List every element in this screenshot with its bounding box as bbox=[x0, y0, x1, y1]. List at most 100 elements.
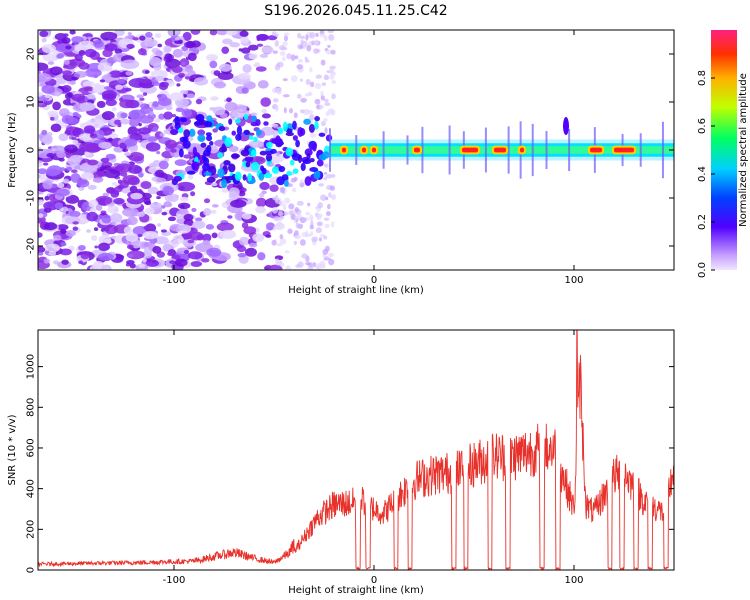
noise-blob bbox=[47, 61, 55, 65]
noise-blob bbox=[282, 78, 288, 82]
transition-blob bbox=[277, 138, 283, 145]
noise-blob bbox=[45, 243, 61, 253]
noise-blob bbox=[38, 174, 41, 179]
noise-blob bbox=[38, 162, 44, 168]
noise-blob bbox=[172, 48, 184, 58]
noise-blob bbox=[38, 168, 48, 175]
noise-blob bbox=[323, 74, 329, 81]
noise-blob bbox=[325, 111, 330, 117]
noise-blob bbox=[328, 34, 335, 41]
noise-blob bbox=[100, 31, 118, 41]
noise-blob bbox=[38, 245, 46, 254]
noise-blob bbox=[140, 103, 149, 110]
noise-blob bbox=[158, 70, 168, 79]
noise-blob bbox=[309, 132, 317, 138]
transition-blob bbox=[198, 118, 205, 126]
noise-blob bbox=[60, 228, 67, 235]
transition-blob bbox=[245, 161, 251, 168]
noise-blob bbox=[50, 116, 55, 121]
noise-blob bbox=[66, 166, 73, 172]
noise-blob bbox=[101, 214, 112, 224]
spectrogram-ytick-label: -10 bbox=[26, 190, 37, 206]
noise-blob bbox=[187, 52, 197, 62]
noise-blob bbox=[306, 267, 314, 270]
noise-blob bbox=[244, 247, 257, 257]
noise-blob bbox=[110, 213, 123, 223]
noise-blob bbox=[248, 140, 264, 148]
noise-blob bbox=[305, 211, 311, 216]
noise-blob bbox=[229, 41, 240, 48]
noise-blob bbox=[315, 227, 323, 234]
noise-blob bbox=[159, 81, 169, 88]
transition-blob bbox=[313, 169, 321, 180]
transition-blob bbox=[243, 113, 249, 121]
noise-blob bbox=[294, 55, 299, 60]
noise-blob bbox=[47, 110, 59, 117]
noise-blob bbox=[171, 254, 181, 260]
noise-blob bbox=[248, 41, 252, 45]
transition-blob bbox=[306, 153, 311, 161]
noise-blob bbox=[269, 184, 279, 192]
noise-blob bbox=[315, 262, 322, 270]
transition-blob bbox=[292, 135, 298, 141]
noise-blob bbox=[299, 45, 303, 49]
transition-blob bbox=[251, 149, 257, 158]
transition-blob bbox=[209, 141, 214, 146]
noise-blob bbox=[145, 31, 153, 38]
noise-blob bbox=[280, 262, 285, 268]
noise-blob bbox=[182, 31, 192, 41]
peak-segment bbox=[362, 147, 366, 153]
noise-blob bbox=[322, 117, 328, 122]
transition-blob bbox=[226, 175, 236, 181]
noise-blob bbox=[252, 233, 265, 243]
noise-blob bbox=[328, 192, 332, 198]
noise-blob bbox=[277, 211, 284, 217]
noise-blob bbox=[82, 80, 95, 88]
snr-ytick-label: 800 bbox=[26, 398, 37, 417]
noise-blob bbox=[79, 102, 95, 112]
noise-blob bbox=[107, 205, 119, 214]
noise-blob bbox=[126, 259, 135, 265]
noise-blob bbox=[69, 210, 81, 218]
noise-blob bbox=[38, 172, 48, 181]
transition-blob bbox=[263, 121, 269, 126]
noise-blob bbox=[216, 222, 234, 232]
transition-blob bbox=[200, 142, 207, 148]
transition-blob bbox=[286, 171, 293, 177]
noise-blob bbox=[144, 70, 150, 74]
noise-blob bbox=[114, 186, 123, 193]
noise-blob bbox=[169, 92, 184, 101]
noise-blob bbox=[320, 194, 327, 201]
noise-blob bbox=[114, 119, 123, 125]
noise-blob bbox=[328, 252, 334, 258]
noise-blob bbox=[201, 258, 210, 263]
noise-blob bbox=[280, 46, 288, 51]
noise-blob bbox=[117, 78, 125, 84]
noise-blob bbox=[307, 202, 311, 207]
noise-blob bbox=[101, 111, 115, 121]
noise-blob bbox=[99, 79, 106, 83]
noise-blob bbox=[236, 245, 247, 253]
noise-blob bbox=[86, 229, 91, 233]
noise-blob bbox=[203, 198, 211, 204]
noise-blob bbox=[272, 130, 279, 137]
noise-blob bbox=[300, 35, 306, 40]
noise-blob bbox=[138, 122, 142, 127]
snr-ytick-label: 400 bbox=[26, 479, 37, 498]
noise-blob bbox=[97, 62, 109, 72]
noise-blob bbox=[94, 245, 99, 249]
noise-blob bbox=[155, 76, 165, 82]
noise-blob bbox=[265, 234, 272, 238]
noise-blob bbox=[78, 260, 83, 264]
transition-blob bbox=[173, 175, 182, 182]
noise-blob bbox=[237, 252, 247, 258]
noise-blob bbox=[272, 206, 278, 214]
noise-blob bbox=[124, 138, 138, 147]
noise-blob bbox=[293, 176, 298, 182]
noise-blob bbox=[296, 200, 304, 206]
noise-blob bbox=[170, 148, 177, 153]
noise-blob bbox=[287, 228, 293, 234]
noise-blob bbox=[56, 182, 65, 189]
transition-blob bbox=[191, 161, 200, 171]
